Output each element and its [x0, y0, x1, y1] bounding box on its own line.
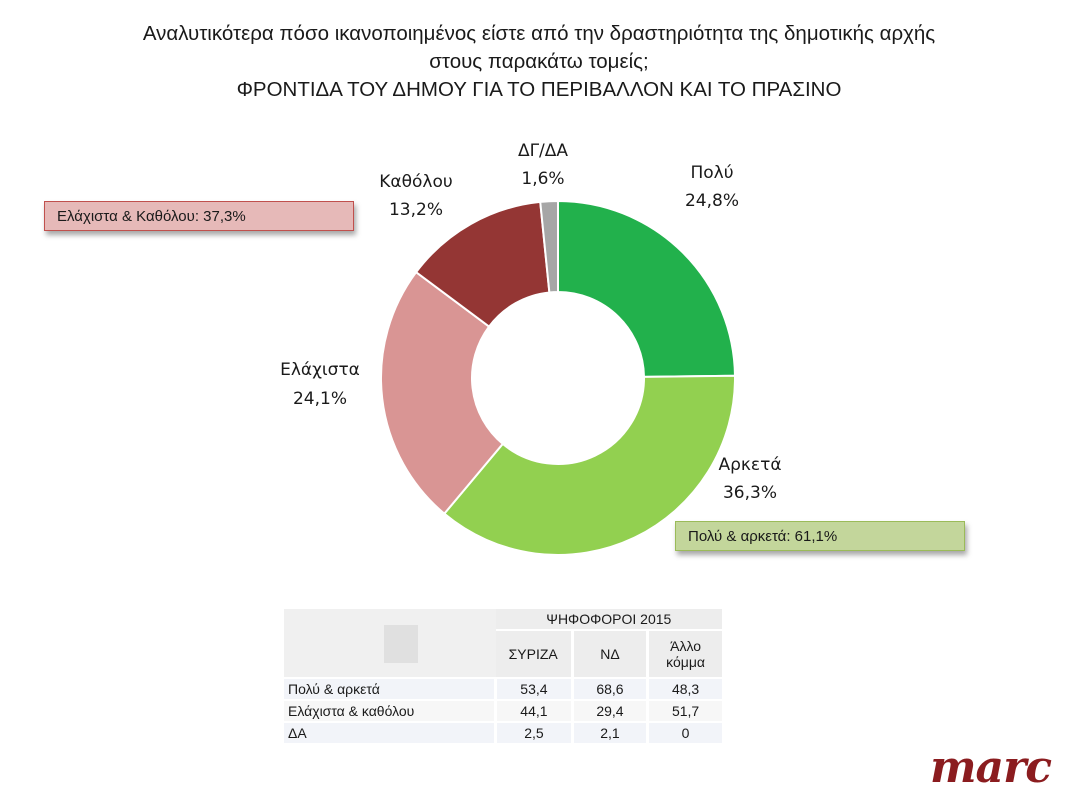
summary-negative-box: Ελάχιστα & Καθόλου: 37,3%: [44, 201, 354, 231]
table-row: ΔΑ 2,5 2,1 0: [284, 722, 722, 744]
title-line-3: ΦΡΟΝΤΙΔΑ ΤΟΥ ΔΗΜΟΥ ΓΙΑ ΤΟ ΠΕΡΙΒΑΛΛΟΝ ΚΑΙ…: [236, 78, 842, 101]
cell-value: 0: [646, 722, 722, 744]
cell-value: 48,3: [646, 678, 722, 700]
donut-slice: [380, 270, 505, 516]
slice-label: ΔΓ/ΔΑ: [518, 141, 568, 161]
table-group-header: ΨΗΦΟΦΟΡΟΙ 2015: [495, 609, 722, 630]
table-row: Πολύ & αρκετά 53,4 68,6 48,3: [284, 678, 722, 700]
chart-title: Αναλυτικότερα πόσο ικανοποιημένος είστε …: [0, 20, 1078, 104]
row-label: ΔΑ: [284, 722, 496, 744]
marc-logo: marc: [930, 742, 1052, 793]
table-row: Ελάχιστα & καθόλου 44,1 29,4 51,7: [284, 700, 722, 722]
donut-slice: [557, 199, 736, 378]
cell-value: 2,1: [570, 722, 648, 744]
table-corner: [284, 609, 496, 678]
summary-negative-text: Ελάχιστα & Καθόλου: 37,3%: [57, 208, 246, 225]
voters-table: ΨΗΦΟΦΟΡΟΙ 2015 ΣΥΡΙΖΑ ΝΔ Άλλο κόμμα Πολύ…: [284, 609, 722, 745]
donut-slice: [539, 199, 559, 294]
slice-value-label: 1,6%: [521, 169, 564, 189]
donut-slice: [442, 374, 736, 556]
donut-chart: Πολύ 24,8% Αρκετά 36,3% Ελάχιστα 24,1% Καθόλου…: [280, 141, 782, 556]
summary-positive-box: Πολύ & αρκετά: 61,1%: [675, 521, 965, 551]
cell-value: 51,7: [646, 700, 722, 722]
cell-value: 29,4: [570, 700, 648, 722]
title-line-2: στους παρακάτω τομείς;: [429, 50, 649, 73]
slice-label: Αρκετά: [718, 455, 781, 475]
row-label: Πολύ & αρκετά: [284, 678, 496, 700]
title-line-1: Αναλυτικότερα πόσο ικανοποιημένος είστε …: [142, 22, 936, 45]
cell-value: 2,5: [494, 722, 573, 744]
slice-label: Ελάχιστα: [280, 360, 360, 380]
slice-value-label: 36,3%: [723, 483, 777, 503]
cell-value: 44,1: [494, 700, 573, 722]
slice-label: Πολύ: [690, 163, 733, 183]
slice-value-label: 24,8%: [685, 191, 739, 211]
slice-label: Καθόλου: [379, 172, 452, 192]
table-col-header: Άλλο κόμμα: [646, 630, 722, 678]
row-label: Ελάχιστα & καθόλου: [284, 700, 496, 722]
cell-value: 68,6: [570, 678, 648, 700]
summary-positive-text: Πολύ & αρκετά: 61,1%: [688, 528, 838, 545]
slice-value-label: 13,2%: [389, 200, 443, 220]
table-col-header: ΝΔ: [570, 630, 648, 678]
cell-value: 53,4: [494, 678, 573, 700]
table-col-header: ΣΥΡΙΖΑ: [495, 630, 573, 678]
slice-value-label: 24,1%: [293, 389, 347, 409]
